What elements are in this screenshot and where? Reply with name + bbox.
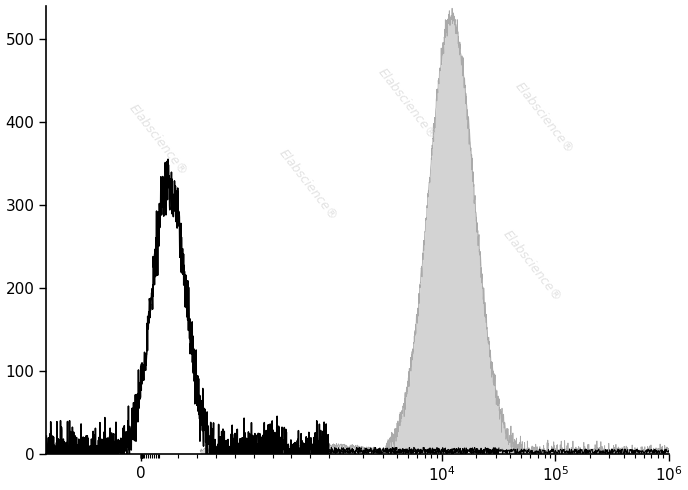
Text: Elabscience®: Elabscience® [127,102,190,178]
Text: Elabscience®: Elabscience® [500,227,563,304]
Text: Elabscience®: Elabscience® [276,147,339,223]
Text: Elabscience®: Elabscience® [513,79,576,156]
Text: Elabscience®: Elabscience® [376,66,439,142]
